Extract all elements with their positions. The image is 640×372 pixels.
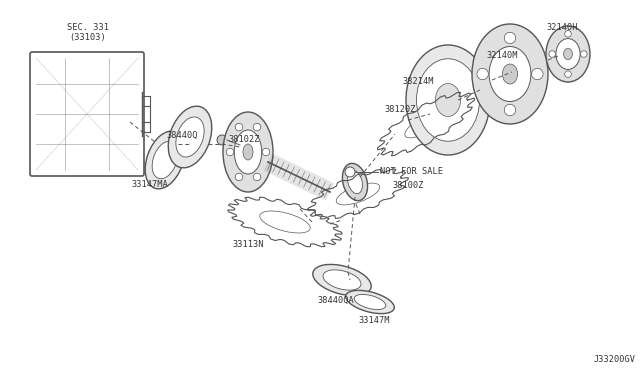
Ellipse shape [176,117,204,157]
Ellipse shape [313,264,371,296]
Text: 38120Z: 38120Z [384,105,416,114]
Circle shape [236,173,243,181]
Circle shape [345,167,355,177]
Text: 33113N: 33113N [232,240,264,249]
Text: 33147M: 33147M [358,316,390,325]
Ellipse shape [223,112,273,192]
Ellipse shape [243,144,253,160]
Ellipse shape [152,141,178,179]
Circle shape [580,51,587,57]
Text: NOT FOR SALE: NOT FOR SALE [380,167,443,176]
Circle shape [217,135,227,145]
Ellipse shape [489,46,531,102]
Ellipse shape [556,39,580,70]
Circle shape [504,104,516,116]
Ellipse shape [472,24,548,124]
Circle shape [549,51,556,57]
Ellipse shape [323,270,361,290]
Ellipse shape [564,48,572,60]
Ellipse shape [234,130,262,174]
Text: 38440Q: 38440Q [166,131,198,140]
Circle shape [253,123,260,131]
Text: 38100Z: 38100Z [392,182,424,190]
Circle shape [504,32,516,44]
Ellipse shape [346,291,394,314]
Circle shape [477,68,488,80]
FancyBboxPatch shape [30,52,144,176]
Circle shape [253,173,260,181]
Text: 32140H: 32140H [547,23,578,32]
Ellipse shape [342,163,367,201]
Ellipse shape [348,170,362,194]
Ellipse shape [435,83,461,116]
Ellipse shape [336,183,380,205]
Ellipse shape [354,295,386,310]
Text: 38214M: 38214M [403,77,434,86]
Circle shape [236,123,243,131]
Text: 32140M: 32140M [486,51,518,60]
Ellipse shape [502,64,518,84]
Text: J33200GV: J33200GV [594,355,636,364]
Ellipse shape [417,59,479,141]
Ellipse shape [260,211,310,233]
Circle shape [564,31,572,37]
Circle shape [262,148,269,156]
Circle shape [532,68,543,80]
Circle shape [564,71,572,77]
Text: 33147MA: 33147MA [132,180,168,189]
Circle shape [227,148,234,156]
Text: SEC. 331
(33103): SEC. 331 (33103) [67,23,109,42]
Ellipse shape [406,45,490,155]
Ellipse shape [405,110,447,138]
Text: 38102Z: 38102Z [228,135,259,144]
Ellipse shape [145,131,185,189]
Text: 38440QA: 38440QA [317,296,355,305]
Ellipse shape [168,106,212,168]
Ellipse shape [546,26,590,82]
